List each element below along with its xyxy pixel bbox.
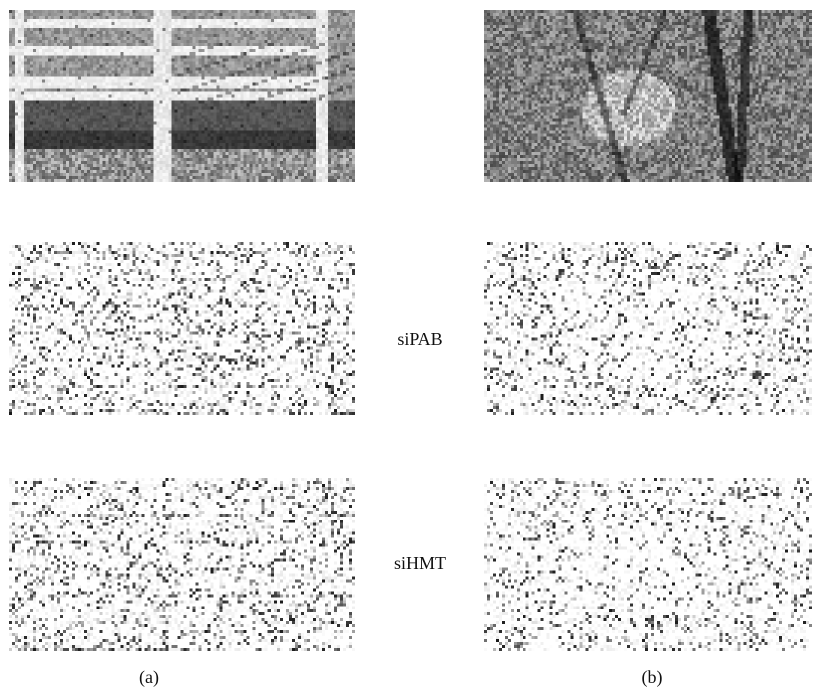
foliage-image [484, 10, 812, 182]
panel-a-original [9, 10, 355, 182]
sipab-map-foliage [484, 242, 812, 415]
row-label-sipab: siPAB [397, 329, 443, 349]
panel-a-sihmt [9, 478, 355, 651]
panel-b-sipab [484, 242, 812, 415]
column-label-b: (b) [641, 667, 663, 687]
sihmt-map-bridge [9, 478, 355, 651]
sipab-map-bridge [9, 242, 355, 415]
panel-a-sipab [9, 242, 355, 415]
column-label-a: (a) [139, 667, 159, 687]
panel-b-original [484, 10, 812, 182]
row-label-sihmt: siHMT [393, 553, 446, 573]
sihmt-map-foliage [484, 478, 812, 651]
bridge-railing-image [9, 10, 355, 182]
panel-b-sihmt [484, 478, 812, 651]
